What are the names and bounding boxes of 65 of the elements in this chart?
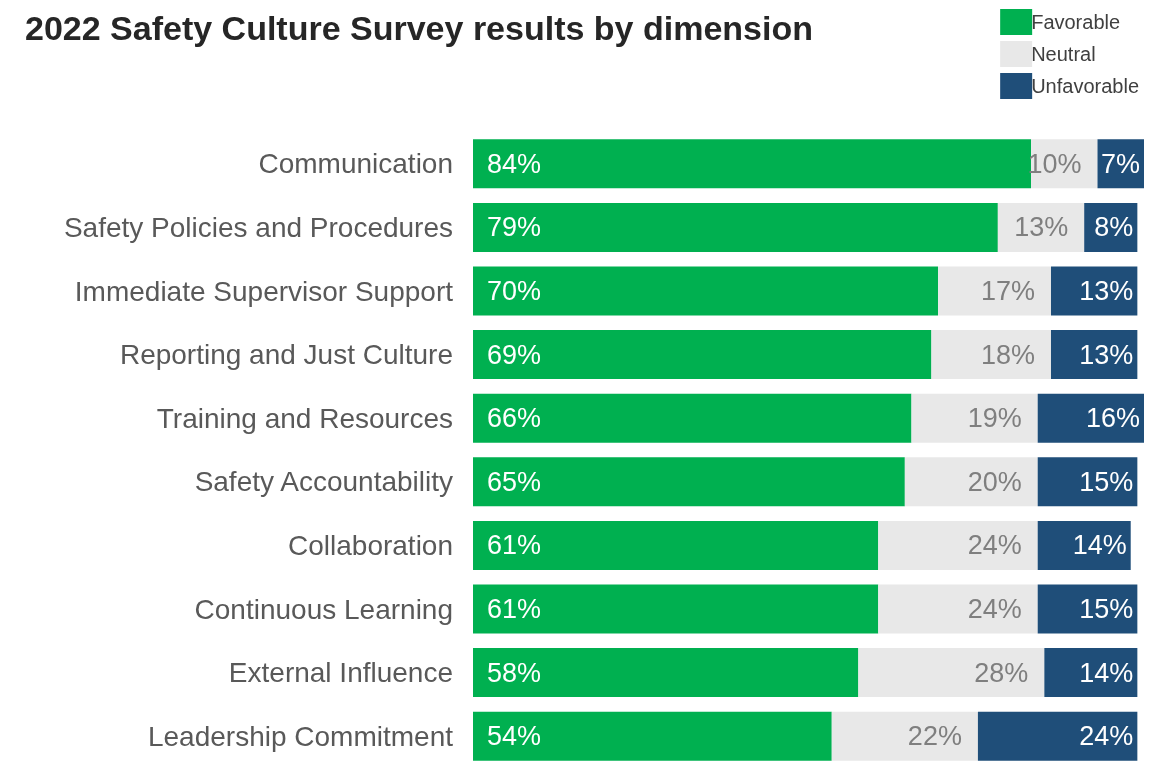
y-tick-label: External Influence [228,657,453,689]
data-label: 22% [907,721,962,752]
data-label: 7% [1100,148,1140,179]
bar [977,711,1138,761]
data-label: 84% [487,148,542,179]
y-tick-label: Safety Policies and Procedures [63,211,453,243]
data-label: 20% [967,466,1022,497]
bar [938,266,1051,316]
bar [831,711,978,761]
bar [473,711,832,761]
bar [473,266,939,316]
y-tick-label: Safety Accountability [194,466,453,498]
bar [473,648,859,698]
bar [473,520,879,570]
bar [473,393,912,443]
data-label: 13% [1079,276,1134,306]
data-label: 61% [487,594,542,624]
data-label: 65% [487,466,542,497]
bar [1037,457,1138,507]
bar [911,393,1038,443]
bar [931,330,1051,380]
y-tick-label: Immediate Supervisor Support [74,275,454,307]
y-tick-label: Reporting and Just Culture [119,339,453,371]
data-label: 66% [487,403,542,434]
y-tick-label: Leadership Commitment [147,720,454,752]
bar [878,584,1038,634]
y-tick-label: Collaboration [288,529,453,561]
data-label: 24% [967,530,1022,561]
bar [1044,648,1138,698]
data-label: 14% [1072,530,1127,561]
data-label: 8% [1094,212,1134,243]
legend-label: Favorable [1031,11,1121,33]
bar [473,457,905,507]
legend-label: Unfavorable [1031,75,1139,97]
data-label: 24% [967,594,1022,624]
data-label: 17% [980,276,1035,306]
chart-title: 2022 Safety Culture Survey results by dimension [25,9,813,47]
data-label: 19% [967,403,1022,434]
data-label: 18% [980,339,1035,370]
data-label: 24% [1079,721,1134,752]
bar [473,330,932,380]
data-label: 54% [487,721,542,752]
data-label: 15% [1079,594,1134,624]
data-label: 70% [487,276,542,306]
legend-label: Neutral [1031,43,1096,65]
bar [473,202,998,252]
data-label: 28% [974,657,1029,688]
bar [473,584,879,634]
data-label: 61% [487,530,542,561]
data-label: 79% [487,212,542,243]
data-label: 13% [1014,212,1069,243]
data-label: 58% [487,657,542,688]
bar [904,457,1038,507]
bar [1037,520,1131,570]
y-tick-label: Training and Resources [156,402,453,434]
bar [858,648,1045,698]
y-tick-label: Continuous Learning [194,593,453,625]
data-label: 69% [487,339,542,370]
bar [1037,393,1144,443]
y-tick-label: Communication [258,148,453,180]
data-label: 16% [1085,403,1140,434]
data-label: 15% [1079,466,1134,497]
bar [878,520,1038,570]
data-label: 13% [1079,339,1134,370]
data-label: 14% [1079,657,1134,688]
